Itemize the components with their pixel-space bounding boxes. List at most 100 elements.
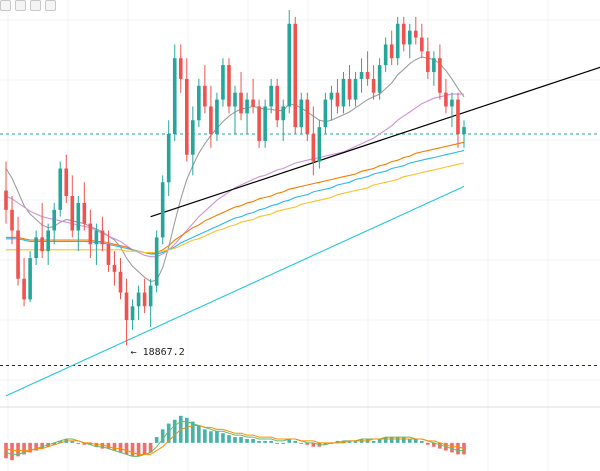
candle-body	[82, 202, 87, 224]
macd-histogram-bar	[22, 442, 26, 455]
candle-body	[64, 168, 69, 197]
macd-histogram-bar	[52, 442, 57, 445]
candle-body	[305, 99, 310, 135]
macd-histogram-bar	[112, 442, 117, 451]
candle-body	[221, 65, 225, 100]
ma_long-line	[5, 185, 465, 397]
macd-histogram-bar	[450, 442, 454, 453]
macd-histogram-bar	[233, 437, 237, 443]
candle-body	[281, 106, 286, 121]
macd-histogram-bar	[28, 442, 32, 453]
arrow-left-icon: ←	[130, 347, 137, 359]
candle-body	[269, 85, 273, 107]
macd-histogram-bar	[106, 442, 111, 449]
candle-body	[407, 30, 412, 45]
macd-histogram-bar	[16, 442, 20, 457]
candle-body	[275, 85, 279, 121]
macd-histogram-bar	[184, 417, 189, 443]
macd-histogram-bar	[76, 442, 81, 444]
candle-body	[10, 209, 14, 231]
macd-histogram-bar	[269, 440, 273, 443]
macd-histogram-bar	[432, 442, 436, 447]
candle-body	[184, 78, 189, 155]
candle-body	[160, 182, 165, 238]
macd-histogram-bar	[407, 439, 412, 443]
macd-histogram-bar	[287, 439, 292, 443]
candle-body	[100, 230, 105, 245]
candle-body	[148, 285, 153, 307]
candle-body	[335, 92, 340, 107]
candle-body	[16, 230, 20, 279]
candle-body	[178, 58, 183, 79]
macd-histogram-bar	[166, 423, 171, 443]
candle-body	[395, 23, 400, 59]
candle-body	[227, 65, 231, 107]
settings-icon[interactable]	[15, 0, 26, 11]
candle-body	[245, 99, 249, 114]
candle-body	[377, 65, 382, 93]
candle-body	[88, 223, 93, 245]
macd-histogram-bar	[275, 442, 279, 444]
macd-histogram-bar	[82, 442, 87, 445]
ma_slow-line	[5, 93, 464, 258]
candle-body	[76, 202, 81, 231]
macd-histogram-bar	[323, 442, 328, 445]
chart-toolbar	[0, 0, 56, 14]
candle-body	[172, 58, 177, 135]
macd-histogram-bar	[353, 440, 358, 443]
candle-body	[191, 120, 195, 155]
macd-histogram-bar	[257, 440, 261, 443]
candle-body	[94, 230, 99, 245]
macd-histogram-bar	[10, 442, 14, 461]
macd-histogram-bar	[40, 442, 44, 449]
candle-body	[299, 99, 304, 128]
macd-histogram-bar	[371, 440, 376, 443]
candle-body	[438, 58, 442, 93]
macd-histogram-bar	[70, 440, 75, 443]
candle-body	[124, 292, 129, 321]
macd-histogram-bar	[34, 442, 38, 451]
macd-histogram-bar	[215, 431, 219, 443]
macd-histogram-bar	[227, 435, 231, 443]
candle-body	[136, 292, 141, 307]
close-icon[interactable]	[45, 0, 56, 11]
macd-histogram-bar	[245, 439, 249, 443]
candle-body	[52, 209, 57, 231]
candle-body	[251, 99, 255, 107]
candle-body	[209, 106, 213, 135]
candle-body	[197, 85, 201, 121]
macd-histogram-bar	[4, 442, 8, 459]
macd-histogram-bar	[100, 442, 105, 449]
macd-histogram-bar	[281, 442, 286, 444]
candle-body	[40, 237, 44, 252]
candle-body	[293, 23, 298, 128]
macd-histogram-bar	[293, 440, 298, 443]
candle-body	[22, 278, 26, 300]
candle-body	[317, 127, 322, 162]
candle-body	[154, 237, 159, 286]
candle-body	[34, 237, 38, 259]
candle-body	[341, 78, 346, 107]
macd-histogram-bar	[130, 442, 135, 457]
candle-body	[365, 72, 370, 79]
macd-histogram-bar	[395, 437, 400, 443]
low-price-label: ← 18867.2	[131, 347, 185, 358]
candle-body	[353, 78, 358, 100]
macd-histogram-bar	[136, 442, 141, 457]
candle-body	[329, 92, 334, 100]
candle-body	[203, 85, 207, 107]
macd-histogram-bar	[341, 440, 346, 443]
candle-body	[233, 92, 237, 107]
macd-histogram-bar	[239, 437, 243, 443]
settings-icon[interactable]	[30, 0, 41, 11]
macd-histogram-bar	[377, 439, 382, 443]
settings-icon[interactable]	[0, 0, 11, 11]
candle-body	[383, 44, 388, 66]
macd-histogram-bar	[197, 425, 201, 443]
macd-histogram-bar	[389, 437, 394, 443]
candle-body	[450, 99, 454, 107]
macd-histogram-bar	[160, 429, 165, 443]
macd-histogram-bar	[148, 442, 153, 453]
